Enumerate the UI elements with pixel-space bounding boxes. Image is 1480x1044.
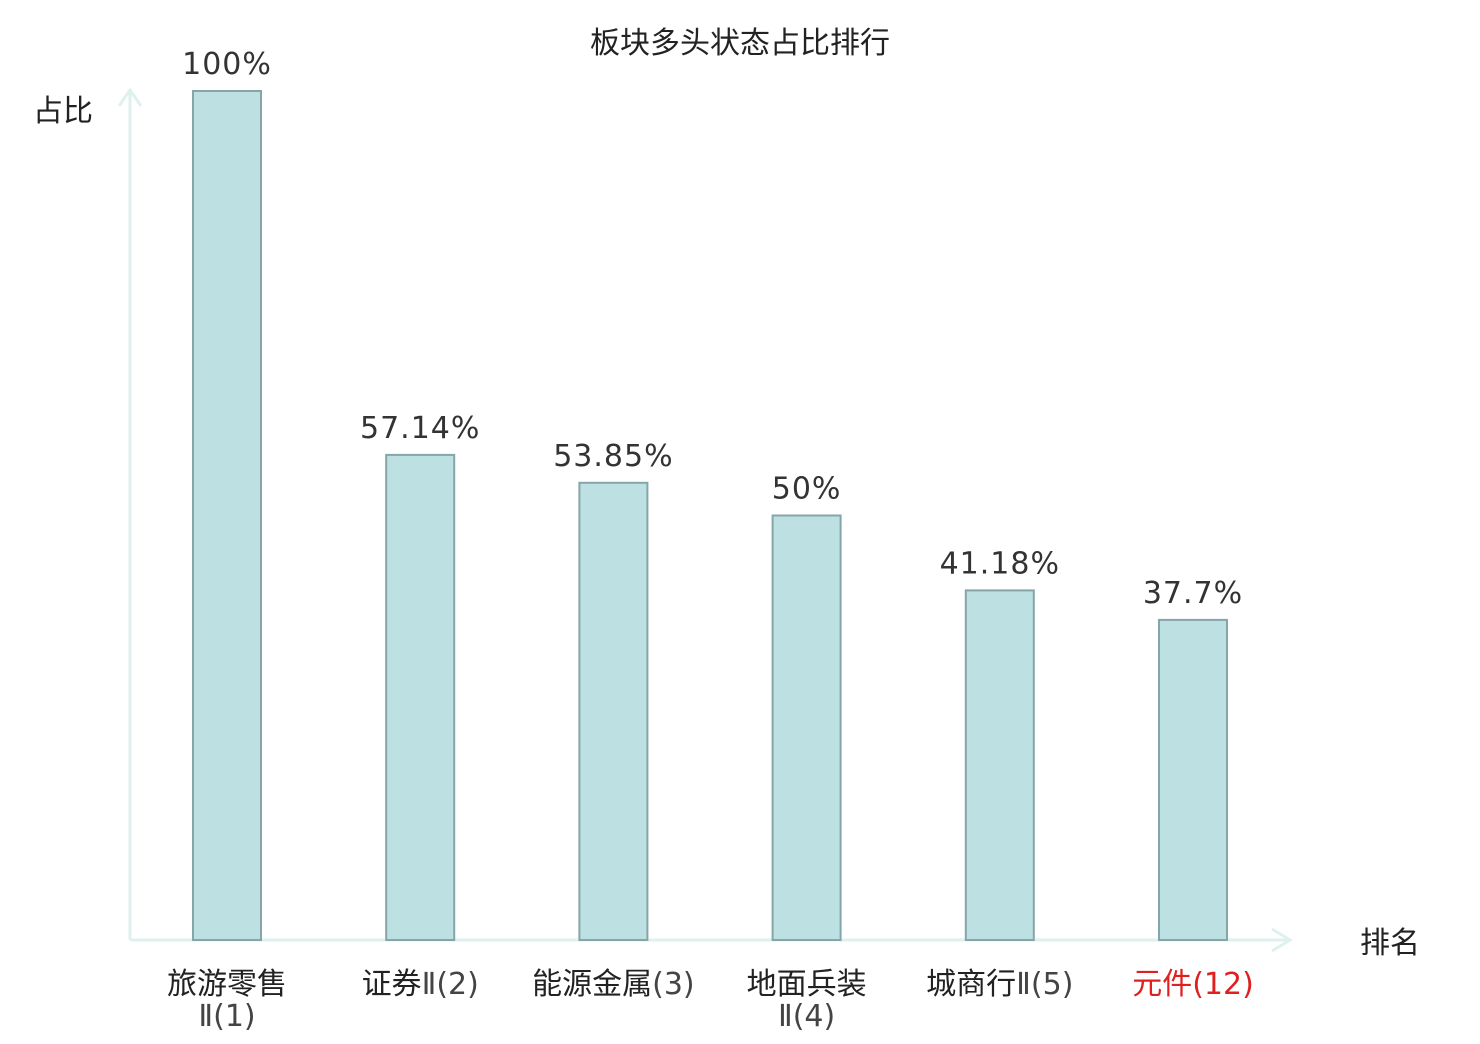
bar-3 (578, 481, 649, 941)
value-label-4: 50% (772, 472, 842, 507)
chart-title: 板块多头状态占比排行 (590, 26, 890, 61)
x-tick-label-6: 元件(12) (1132, 967, 1254, 1002)
bar-5 (964, 589, 1035, 942)
y-axis (117, 87, 143, 940)
value-label-2: 57.14% (360, 411, 480, 446)
value-label-5: 41.18% (940, 546, 1060, 581)
x-tick-label-4-line2: Ⅱ(4) (778, 999, 835, 1034)
x-tick-label-1: 旅游零售 (167, 967, 287, 1002)
value-labels-layer: 100% 57.14% 53.85% 50% 41.18% 37.7% (182, 47, 1243, 611)
x-axis-label: 排名 (1360, 926, 1420, 961)
value-label-1: 100% (182, 47, 272, 82)
bar-6 (1158, 618, 1228, 942)
x-tick-label-2: 证券Ⅱ(2) (362, 967, 479, 1002)
bar-1 (192, 90, 262, 941)
x-axis (130, 927, 1293, 953)
x-tick-label-3: 能源金属(3) (532, 967, 695, 1002)
bar-2 (385, 453, 456, 941)
x-tick-label-5: 城商行Ⅱ(5) (926, 967, 1073, 1002)
x-tick-label-1-line2: Ⅱ(1) (198, 999, 255, 1034)
value-label-3: 53.85% (553, 439, 673, 474)
value-label-6: 37.7% (1143, 576, 1243, 611)
bar-4 (771, 514, 842, 941)
y-axis-label: 占比 (33, 94, 93, 129)
x-tick-label-4: 地面兵装 (747, 967, 867, 1002)
bars-layer (192, 90, 1228, 942)
